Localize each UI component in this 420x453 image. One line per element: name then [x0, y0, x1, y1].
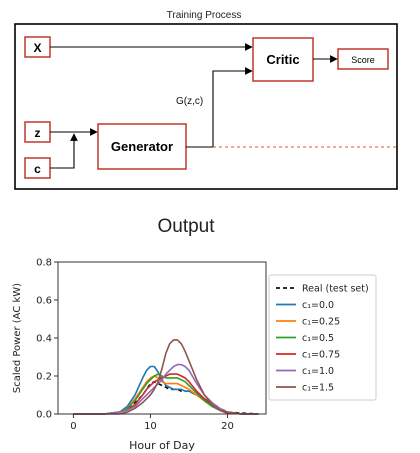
- legend-label-2: c₁=0.25: [302, 317, 340, 328]
- y-tick-label: 0.8: [36, 258, 52, 269]
- series-line-0: [73, 380, 259, 415]
- critic-box: [252, 37, 314, 82]
- legend: Real (test set) c₁=0.0 c₁=0.25 c₁=0.5 c₁=0.7…: [268, 274, 377, 401]
- y-tick-label: 0.2: [36, 372, 52, 383]
- series-line-3: [73, 373, 259, 415]
- legend-label-6: c₁=1.5: [302, 383, 334, 394]
- output-title: Output: [157, 216, 215, 237]
- y-tick-label: 0.4: [36, 334, 52, 345]
- legend-label-5: c₁=1.0: [302, 366, 334, 377]
- output-line-chart: 0 10 20 0.0 0.2 0.4 0.6 0.8 Hour of Day Scaled …: [12, 258, 377, 452]
- generator-label: Generator: [111, 139, 173, 154]
- series-line-6: [73, 339, 259, 415]
- y-tick-label: 0.0: [36, 410, 52, 421]
- input-x-label: X: [33, 41, 41, 55]
- generator-output-label: G(z,c): [176, 96, 203, 107]
- series-line-2: [73, 375, 259, 415]
- training-process-frame: [14, 23, 398, 190]
- legend-label-1: c₁=0.0: [302, 300, 334, 311]
- series-line-5: [73, 363, 259, 415]
- series-line-4: [73, 373, 259, 415]
- legend-frame: [268, 274, 377, 401]
- x-tick-label: 20: [221, 421, 234, 432]
- generator-box: [97, 123, 187, 170]
- training-process-diagram: Training Process X Critic Score z c Gene…: [14, 10, 398, 190]
- y-axis-label: Scaled Power (AC kW): [12, 283, 23, 393]
- arrow-generator-to-critic: [186, 67, 253, 148]
- legend-label-3: c₁=0.5: [302, 333, 334, 344]
- input-c-label: c: [34, 162, 41, 176]
- x-tick-label: 10: [144, 421, 157, 432]
- score-label: Score: [351, 55, 375, 65]
- x-axis-label: Hour of Day: [129, 439, 195, 452]
- legend-label-4: c₁=0.75: [302, 350, 340, 361]
- score-box: [337, 48, 389, 70]
- x-tick-label: 0: [70, 421, 76, 432]
- diagram-title: Training Process: [167, 10, 242, 21]
- critic-label: Critic: [266, 52, 299, 67]
- input-z-label: z: [35, 126, 41, 140]
- y-tick-label: 0.6: [36, 296, 52, 307]
- legend-label-0: Real (test set): [302, 284, 369, 295]
- plot-frame: [57, 261, 267, 415]
- arrow-c-to-merge: [50, 133, 78, 169]
